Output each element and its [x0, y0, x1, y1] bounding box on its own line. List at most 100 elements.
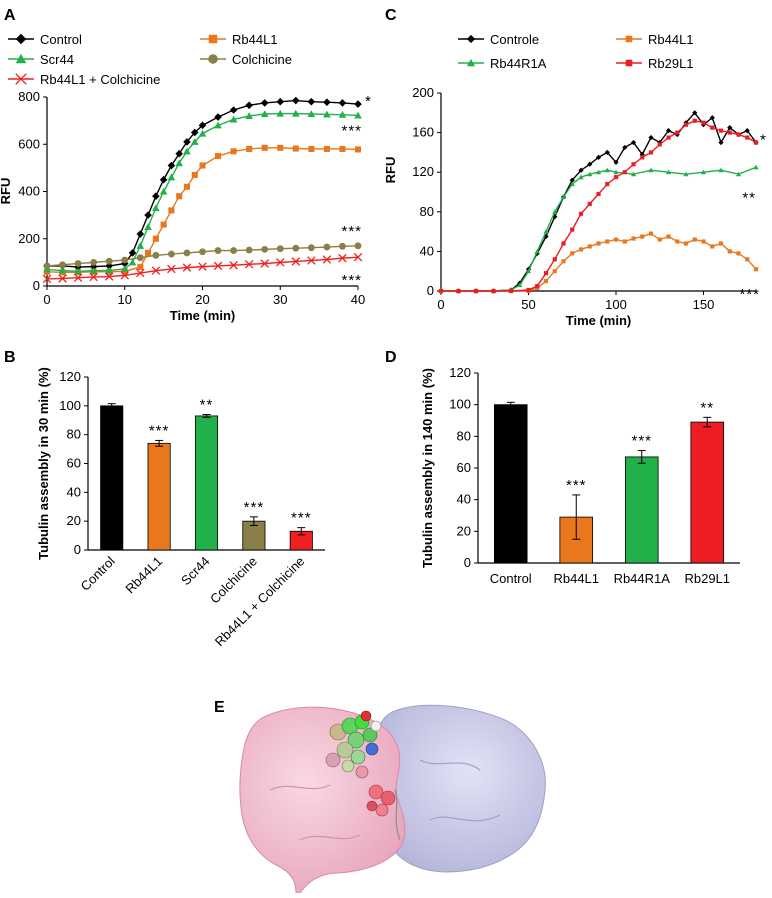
significance-mark: *** — [244, 499, 265, 516]
significance-mark: *** — [341, 272, 362, 289]
data-point — [120, 271, 130, 280]
data-point — [43, 262, 51, 270]
data-point — [666, 234, 671, 239]
data-point — [276, 97, 285, 106]
series-rb44l1 — [438, 231, 759, 294]
data-point — [587, 201, 592, 206]
data-point — [198, 129, 207, 137]
legend-label: Rb29L1 — [648, 56, 694, 71]
series-colchicine — [43, 242, 362, 270]
x-axis-title: Time (min) — [566, 313, 632, 328]
data-point — [175, 149, 183, 158]
category-label: Control — [78, 553, 118, 593]
data-point — [74, 267, 82, 275]
data-point — [183, 249, 191, 257]
y-tick-label: 0 — [427, 283, 434, 298]
data-point — [753, 164, 759, 170]
y-tick-label: 100 — [59, 398, 81, 413]
data-point — [640, 155, 645, 160]
bar-rb44l1 — [147, 442, 171, 551]
data-point — [578, 174, 584, 180]
y-tick-label: 600 — [18, 136, 40, 151]
x-tick-label: 0 — [43, 292, 50, 307]
data-point — [604, 167, 610, 173]
y-tick-label: 200 — [18, 231, 40, 246]
category-label: Rb44L1 — [553, 571, 599, 586]
data-point — [701, 239, 706, 244]
data-point — [353, 252, 363, 262]
data-point — [89, 267, 98, 274]
data-point — [59, 261, 66, 269]
data-point — [199, 248, 206, 256]
y-tick-label: 20 — [67, 513, 81, 528]
data-point — [692, 110, 698, 116]
data-point — [631, 236, 636, 241]
category-label: Rb44R1A — [614, 571, 671, 586]
data-point — [183, 183, 190, 190]
data-point — [552, 209, 558, 214]
significance-mark: *** — [291, 510, 312, 527]
data-point — [208, 34, 218, 44]
data-point — [261, 245, 269, 253]
data-point — [307, 110, 316, 118]
data-point — [622, 144, 628, 151]
data-point — [230, 247, 238, 254]
data-point — [58, 266, 67, 274]
data-point — [245, 101, 253, 110]
y-axis-title: Tubulin assembly in 140 min (%) — [420, 368, 435, 568]
data-point — [727, 130, 732, 135]
data-point — [508, 288, 514, 294]
y-tick-label: 200 — [412, 85, 434, 100]
data-point — [89, 272, 98, 282]
data-point — [292, 244, 300, 252]
data-point — [167, 250, 175, 258]
legend-label: Controle — [490, 32, 539, 47]
protein-structure-image — [239, 704, 546, 894]
data-point — [744, 128, 750, 134]
data-point — [15, 33, 27, 45]
data-point — [58, 274, 67, 283]
data-point — [675, 239, 680, 244]
series-line — [441, 119, 757, 292]
y-tick-label: 0 — [464, 555, 471, 570]
category-label: Scr44 — [178, 554, 213, 589]
data-point — [648, 167, 654, 173]
x-axis-title: Time (min) — [170, 308, 236, 323]
data-point — [665, 128, 672, 134]
data-point — [543, 271, 549, 276]
data-point — [517, 282, 523, 288]
data-point — [354, 146, 362, 153]
data-point — [648, 150, 654, 155]
legend-label: Rb44L1 + Colchicine — [40, 72, 160, 87]
x-tick-label: 10 — [118, 292, 132, 307]
data-point — [152, 251, 160, 259]
bar-control — [100, 405, 124, 551]
data-point — [190, 138, 199, 145]
legend-entry: Scr44 — [8, 52, 74, 67]
data-point — [631, 162, 636, 167]
panel-label-e: E — [214, 699, 225, 716]
y-tick-label: 80 — [457, 428, 471, 443]
data-point — [136, 268, 145, 278]
data-point — [229, 260, 238, 270]
data-point — [613, 237, 619, 242]
interface-groove — [394, 789, 401, 841]
data-point — [578, 247, 584, 252]
data-point — [735, 171, 742, 177]
legend-entry: Rb44R1A — [458, 56, 547, 71]
legend-entry: Rb44L1 — [200, 32, 278, 47]
data-point — [214, 113, 222, 121]
data-point — [622, 170, 627, 175]
data-point — [168, 207, 175, 214]
data-point — [657, 237, 662, 242]
category-label: Rb29L1 — [684, 571, 730, 586]
data-point — [753, 140, 759, 145]
legend-entry: Rb44L1 + Colchicine — [8, 72, 160, 87]
significance-mark: * — [760, 132, 767, 149]
data-point — [214, 121, 222, 129]
data-point — [338, 110, 347, 118]
data-point — [198, 121, 207, 130]
data-point — [167, 264, 176, 274]
surface-ridge — [429, 814, 501, 822]
